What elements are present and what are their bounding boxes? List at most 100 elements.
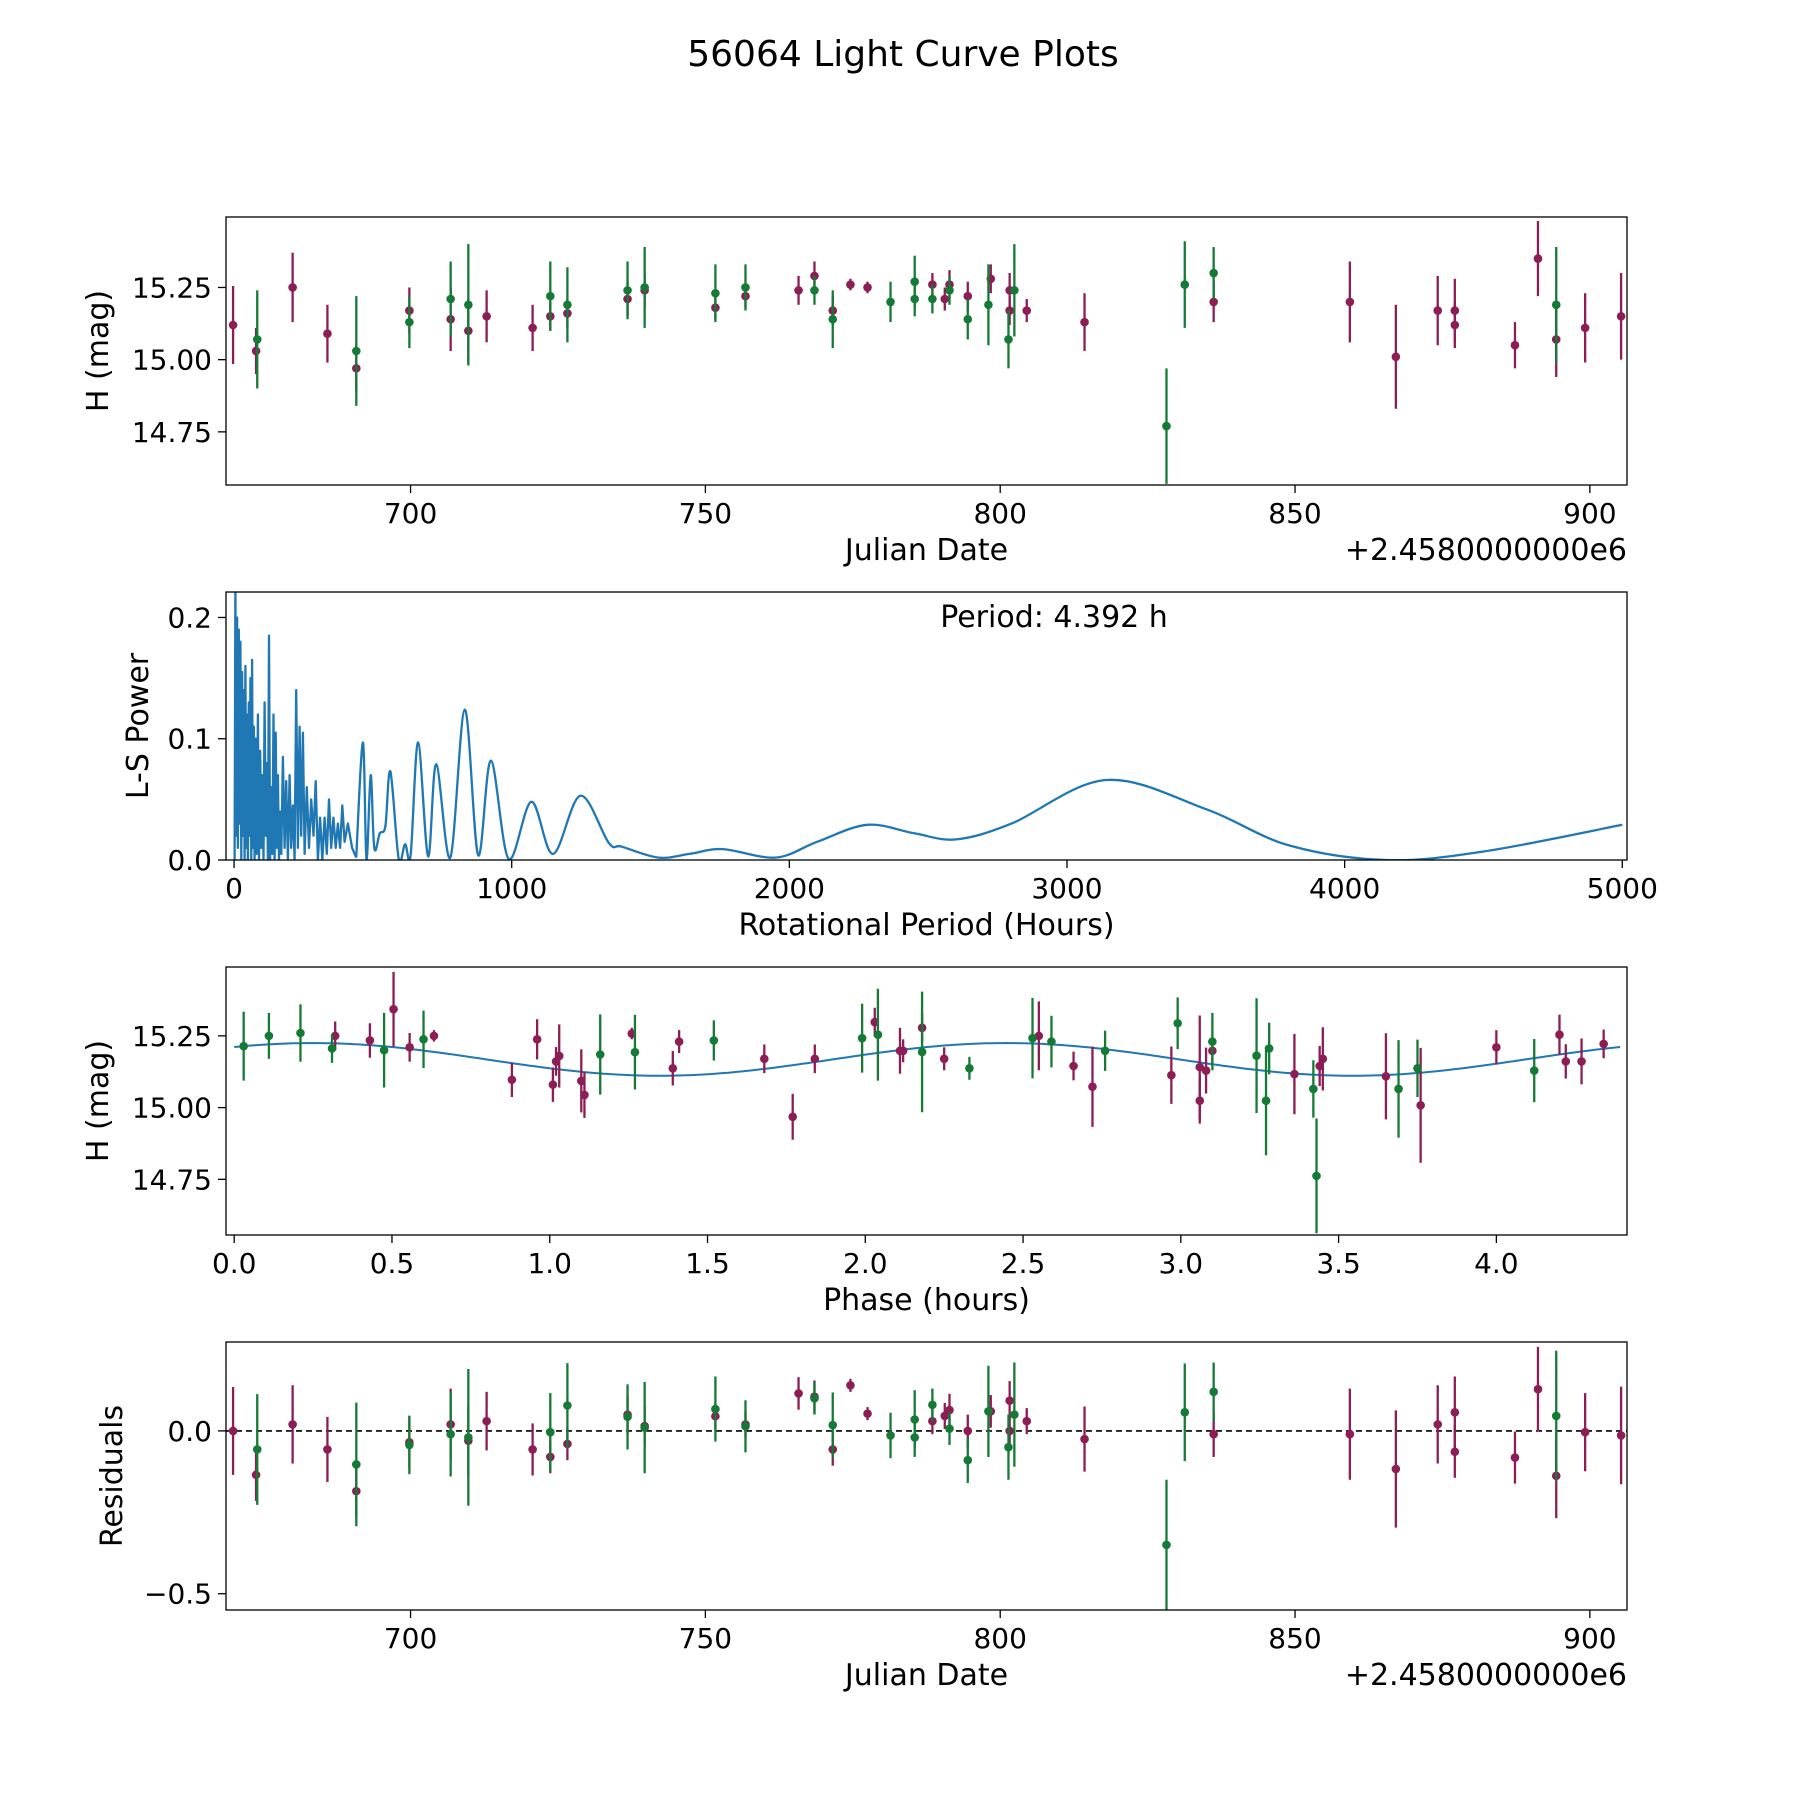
green-residual-point xyxy=(252,1445,262,1454)
green-residual-point xyxy=(640,1423,649,1432)
green-residual-point xyxy=(446,1429,455,1439)
maroon-point xyxy=(1599,1039,1608,1049)
y-tick-label: 15.25 xyxy=(132,1020,212,1053)
maroon-point xyxy=(1167,1070,1176,1080)
x-tick-label: 850 xyxy=(1268,1622,1321,1655)
green-point xyxy=(1529,1066,1539,1075)
green-point xyxy=(910,294,920,304)
green-residual-point xyxy=(464,1433,473,1442)
green-point xyxy=(264,1031,274,1041)
figure-title: 56064 Light Curve Plots xyxy=(687,34,1119,75)
green-point xyxy=(1028,1033,1037,1043)
y-tick-label: 15.00 xyxy=(132,344,212,377)
green-residual-point xyxy=(405,1440,414,1450)
y-axis-label: H (mag) xyxy=(81,290,116,412)
x-tick-label: 5000 xyxy=(1587,872,1658,905)
maroon-point xyxy=(1195,1096,1205,1106)
phased-light-curve-panel: 0.0 0.5 1.0 1.5 2.0 2.5 3.0 3.5 4.0 14.75 15.00 15.… xyxy=(81,966,1628,1318)
maroon-point xyxy=(794,286,803,295)
maroon-point xyxy=(365,1036,375,1045)
axes-frame xyxy=(225,1341,1628,1611)
maroon-residual-point xyxy=(1005,1426,1014,1436)
maroon-residual-point xyxy=(1580,1427,1590,1437)
green-residual-point xyxy=(1004,1442,1013,1452)
green-point xyxy=(1252,1051,1261,1060)
maroon-residual-point xyxy=(863,1409,872,1418)
green-residual-point xyxy=(828,1420,838,1430)
x-axis-label: Julian Date xyxy=(843,1658,1008,1693)
maroon-residual-point xyxy=(1022,1416,1032,1426)
green-point xyxy=(1162,421,1171,431)
x-tick-label: 1.5 xyxy=(685,1247,730,1280)
maroon-residual-point xyxy=(945,1405,954,1415)
x-tick-label: 900 xyxy=(1563,1622,1616,1655)
maroon-point xyxy=(1345,297,1355,307)
maroon-point xyxy=(1088,1082,1097,1091)
y-tick-label: −0.5 xyxy=(144,1578,212,1611)
green-point xyxy=(352,346,361,356)
periodogram-smooth-segment xyxy=(355,708,1623,860)
x-axis-label: Phase (hours) xyxy=(823,1283,1030,1318)
x-tick-label: 2.5 xyxy=(1001,1247,1046,1280)
maroon-point xyxy=(554,1051,564,1061)
green-point xyxy=(1173,1018,1182,1028)
maroon-point xyxy=(1433,306,1443,315)
green-point xyxy=(1312,1171,1321,1181)
maroon-point xyxy=(1195,1062,1205,1072)
x-tick-label: 1000 xyxy=(476,872,547,905)
maroon-point xyxy=(674,1037,684,1046)
green-residual-point xyxy=(1162,1540,1171,1550)
axes-frame xyxy=(225,591,1628,861)
y-tick-label: 0.1 xyxy=(167,723,212,756)
periodogram-panel: 0 1000 2000 3000 4000 5000 0.0 0.1 0.2 Rotational… xyxy=(121,591,1658,943)
maroon-point xyxy=(1561,1057,1571,1066)
maroon-residual-point xyxy=(1209,1429,1218,1439)
y-axis-label: Residuals xyxy=(95,1405,130,1547)
x-tick-label: 3000 xyxy=(1031,872,1102,905)
maroon-residual-point xyxy=(1533,1384,1543,1394)
maroon-point xyxy=(1069,1061,1078,1071)
maroon-residual-point xyxy=(1450,1447,1460,1457)
x-axis-label: Rotational Period (Hours) xyxy=(738,908,1114,943)
x-tick-label: 0.5 xyxy=(370,1247,415,1280)
green-point xyxy=(965,1063,974,1073)
green-point xyxy=(917,1047,927,1057)
maroon-residual-point xyxy=(1080,1434,1089,1444)
green-point xyxy=(709,1036,719,1045)
green-point xyxy=(1208,1037,1217,1046)
x-tick-label: 700 xyxy=(384,497,437,530)
maroon-point xyxy=(405,1043,414,1052)
green-residual-point xyxy=(1010,1410,1019,1419)
maroon-point xyxy=(1201,1066,1211,1075)
green-point xyxy=(810,286,819,295)
y-axis-label: L-S Power xyxy=(121,652,156,799)
green-point xyxy=(405,317,414,327)
green-residual-point xyxy=(945,1424,954,1433)
green-point xyxy=(1413,1063,1422,1073)
x-tick-label: 0.0 xyxy=(212,1247,257,1280)
maroon-point xyxy=(1616,312,1626,321)
green-point xyxy=(741,283,750,292)
maroon-point xyxy=(548,1080,558,1089)
x-tick-label: 1.0 xyxy=(527,1247,572,1280)
maroon-point xyxy=(1555,1030,1564,1040)
maroon-residual-point xyxy=(846,1381,855,1390)
green-point xyxy=(327,1044,337,1053)
maroon-point xyxy=(668,1063,678,1073)
maroon-point xyxy=(788,1112,798,1122)
plot-area xyxy=(233,592,1623,860)
green-point xyxy=(928,294,937,304)
green-point xyxy=(945,286,954,295)
x-tick-label: 750 xyxy=(679,1622,732,1655)
green-point xyxy=(963,314,973,324)
period-annotation: Period: 4.392 h xyxy=(940,600,1168,635)
x-tick-label: 3.5 xyxy=(1316,1247,1361,1280)
maroon-residual-point xyxy=(1450,1408,1460,1417)
maroon-point xyxy=(1492,1043,1501,1052)
maroon-point xyxy=(1080,317,1089,327)
green-point xyxy=(296,1028,305,1038)
green-point xyxy=(1004,335,1013,344)
maroon-point xyxy=(760,1054,769,1064)
maroon-point xyxy=(389,1004,398,1014)
